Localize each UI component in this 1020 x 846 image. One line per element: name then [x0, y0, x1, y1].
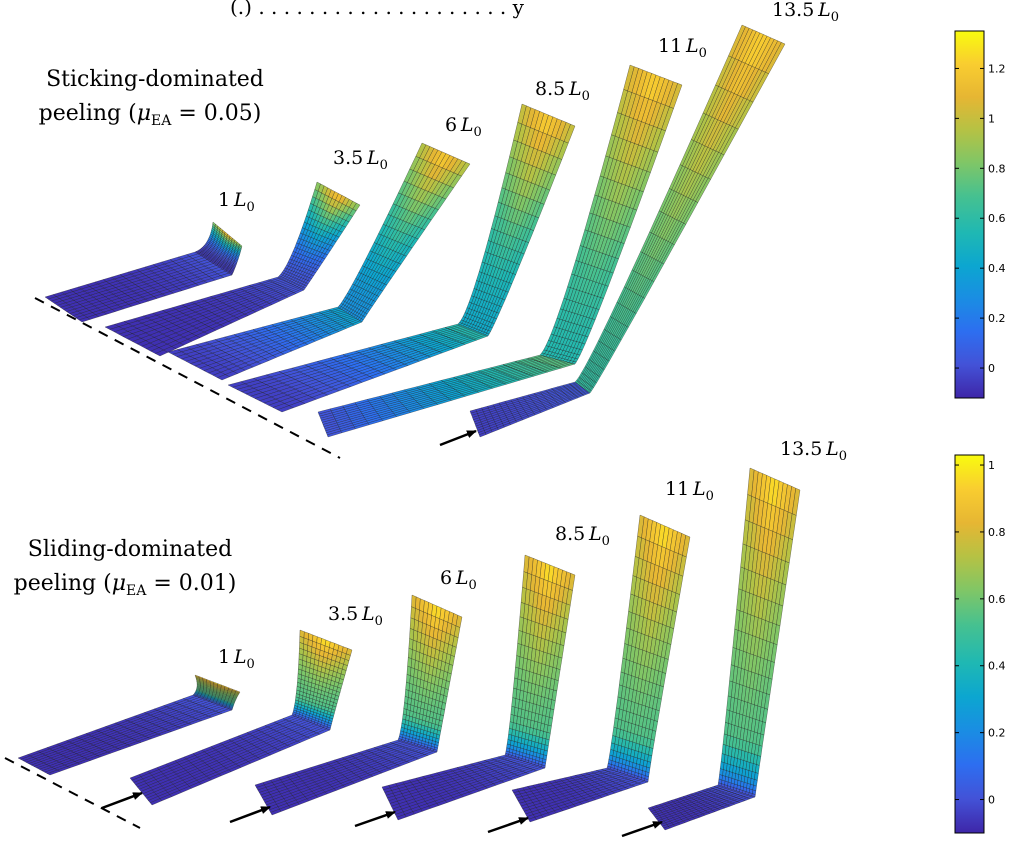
colorbar-sticking-ramp	[954, 30, 985, 399]
strip-surface	[227, 103, 576, 413]
colorbar-tick-label: 0.8	[988, 162, 1006, 175]
peel-front-dashed-line	[4, 757, 141, 829]
heading-line2-sticking: peeling (μEA = 0.05)	[39, 101, 262, 129]
slide-direction-arrow	[621, 820, 663, 838]
colorbar-sliding-ramp	[954, 454, 985, 834]
colorbar-tick-label: 0.2	[988, 727, 1006, 740]
strip-label: 3.5 L0	[333, 147, 388, 173]
strip-surface	[317, 64, 683, 438]
colorbar-tick-label: 0.8	[988, 526, 1006, 539]
strip-surface	[167, 142, 471, 381]
colorbar-tick-label: 0.6	[988, 593, 1006, 606]
colorbar-tick-label: 0	[988, 362, 995, 375]
colorbar-tick-label: 0.4	[988, 660, 1006, 673]
peel-front-dashed-line	[34, 297, 341, 459]
strip-label: 1 L0	[218, 189, 255, 215]
heading-line1-sticking: Sticking-dominated	[46, 67, 264, 92]
slide-direction-arrow	[229, 805, 271, 824]
colorbar-tick-label: 0	[988, 794, 995, 807]
slide-direction-arrow	[439, 429, 477, 447]
panel-heading-sticking: Sticking-dominated peeling (μEA = 0.05)	[39, 67, 264, 129]
strip-label: 8.5 L0	[535, 78, 590, 104]
strip-label: 3.5 L0	[328, 603, 383, 629]
strip-surface	[647, 467, 801, 831]
strip-label: 11 L0	[658, 35, 707, 61]
colorbar-tick-label: 0.4	[988, 262, 1006, 275]
colorbar-tick-label: 1	[988, 459, 995, 472]
slide-direction-arrow	[487, 816, 529, 834]
overlay-layer: 1 L0 3.5 L0 6 L0 8.5 L0 11 L0 13.5 L0 1 L0 3.5 …	[4, 0, 847, 838]
strip-surface	[44, 221, 243, 323]
colorbar-tick-label: 1.2	[988, 62, 1006, 75]
strip-surface	[381, 554, 576, 821]
strip-surface	[17, 674, 241, 776]
strip-surface	[129, 629, 353, 806]
slide-direction-arrow	[354, 810, 396, 828]
colorbar-tick-label: 0.6	[988, 212, 1006, 225]
strip-label: 6 L0	[440, 567, 477, 593]
strip-surface	[104, 181, 361, 357]
heading-line1-sliding: Sliding-dominated	[28, 537, 232, 562]
colorbar-sliding: 1 0.8 0.6 0.4 0.2 0	[954, 454, 1006, 834]
strip-surface	[511, 514, 691, 823]
strip-label: 1 L0	[218, 646, 255, 672]
strip-surface	[254, 594, 463, 816]
strip-surface	[469, 24, 786, 438]
strip-label: 13.5 L0	[772, 0, 839, 25]
strips-layer	[17, 24, 801, 831]
colorbar-tick-label: 0.2	[988, 312, 1006, 325]
heading-line2-sliding: peeling (μEA = 0.01)	[14, 571, 237, 599]
colorbar-tick-label: 1	[988, 112, 995, 125]
figure-title-partial: (.) . . . . . . . . . . . . . . . . . . …	[230, 0, 525, 19]
strip-label: 6 L0	[445, 114, 482, 140]
panel-heading-sliding: Sliding-dominated peeling (μEA = 0.01)	[14, 537, 237, 599]
strip-label: 11 L0	[665, 478, 714, 504]
colorbar-sticking-ticks: 1.2 1 0.8 0.6 0.4 0.2 0	[955, 62, 1006, 375]
strip-label: 13.5 L0	[780, 438, 847, 464]
colorbar-sticking: 1.2 1 0.8 0.6 0.4 0.2 0	[954, 30, 1006, 399]
colorbar-sliding-ticks: 1 0.8 0.6 0.4 0.2 0	[955, 459, 1006, 807]
strip-label: 8.5 L0	[555, 523, 610, 549]
slide-direction-arrow	[101, 791, 143, 810]
